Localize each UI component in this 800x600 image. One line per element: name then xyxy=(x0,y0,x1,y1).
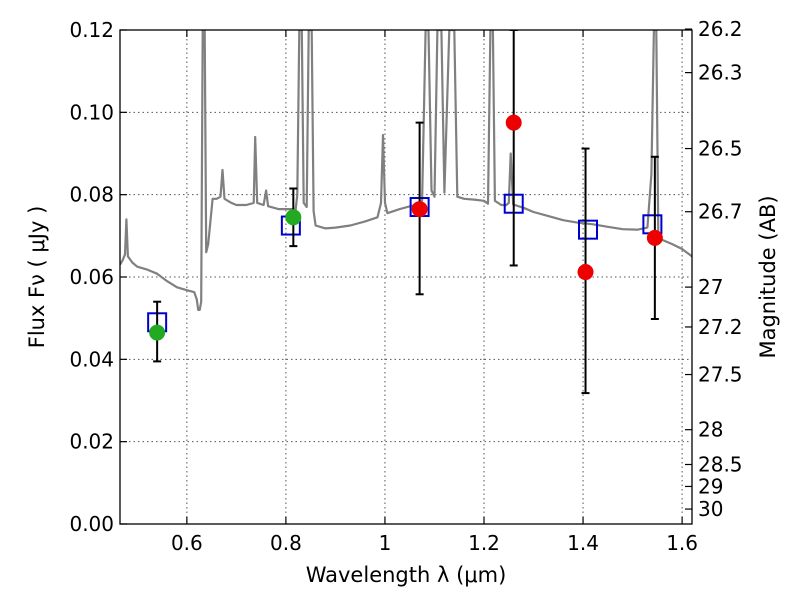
right-tick-label: 28 xyxy=(698,418,723,442)
x-tick-label: 1.2 xyxy=(468,531,500,555)
right-tick-label: 30 xyxy=(698,497,723,521)
y-tick-label: 0.04 xyxy=(69,347,114,371)
y-tick-label: 0.12 xyxy=(69,18,114,42)
y-tick-label: 0.06 xyxy=(69,265,114,289)
model-spectrum-line xyxy=(120,30,692,311)
right-axis-label: Magnitude (AB) xyxy=(756,195,780,358)
x-tick-label: 1.6 xyxy=(666,531,698,555)
right-tick-label: 28.5 xyxy=(698,452,743,476)
measurement-point xyxy=(411,201,428,218)
x-axis-label: Wavelength λ (μm) xyxy=(306,563,507,587)
detection-point xyxy=(285,209,302,226)
y-tick-label: 0.02 xyxy=(69,430,114,454)
right-tick-label: 26.2 xyxy=(698,17,743,41)
right-tick-label: 29 xyxy=(698,474,723,498)
right-tick-label: 27.5 xyxy=(698,363,743,387)
measurement-point xyxy=(505,114,522,131)
detection-point xyxy=(149,324,166,341)
model-flux-square xyxy=(578,219,598,240)
plot-area xyxy=(120,30,692,395)
measurement-point xyxy=(646,229,663,246)
x-tick-label: 1.4 xyxy=(567,531,599,555)
y-tick-label: 0.10 xyxy=(69,100,114,124)
right-tick-label: 26.7 xyxy=(698,200,743,224)
y-tick-label: 0.08 xyxy=(69,183,114,207)
right-tick-label: 27.2 xyxy=(698,315,743,339)
right-tick-label: 26.5 xyxy=(698,137,743,161)
grid-lines xyxy=(120,30,692,524)
measurement-point xyxy=(577,264,594,281)
axis-ticks: 0.6 0.8 1 1.2 1.4 1.6 0.00 0.02 0.04 0.06 0.08 0.10… xyxy=(69,17,742,555)
x-tick-label: 1 xyxy=(379,531,392,555)
x-tick-label: 0.6 xyxy=(171,531,203,555)
x-tick-label: 0.8 xyxy=(270,531,302,555)
right-tick-label: 27 xyxy=(698,275,723,299)
right-tick-label: 26.3 xyxy=(698,61,743,85)
y-tick-label: 0.00 xyxy=(69,512,114,536)
y-axis-label: Flux Fν ( μJy ) xyxy=(25,206,49,349)
